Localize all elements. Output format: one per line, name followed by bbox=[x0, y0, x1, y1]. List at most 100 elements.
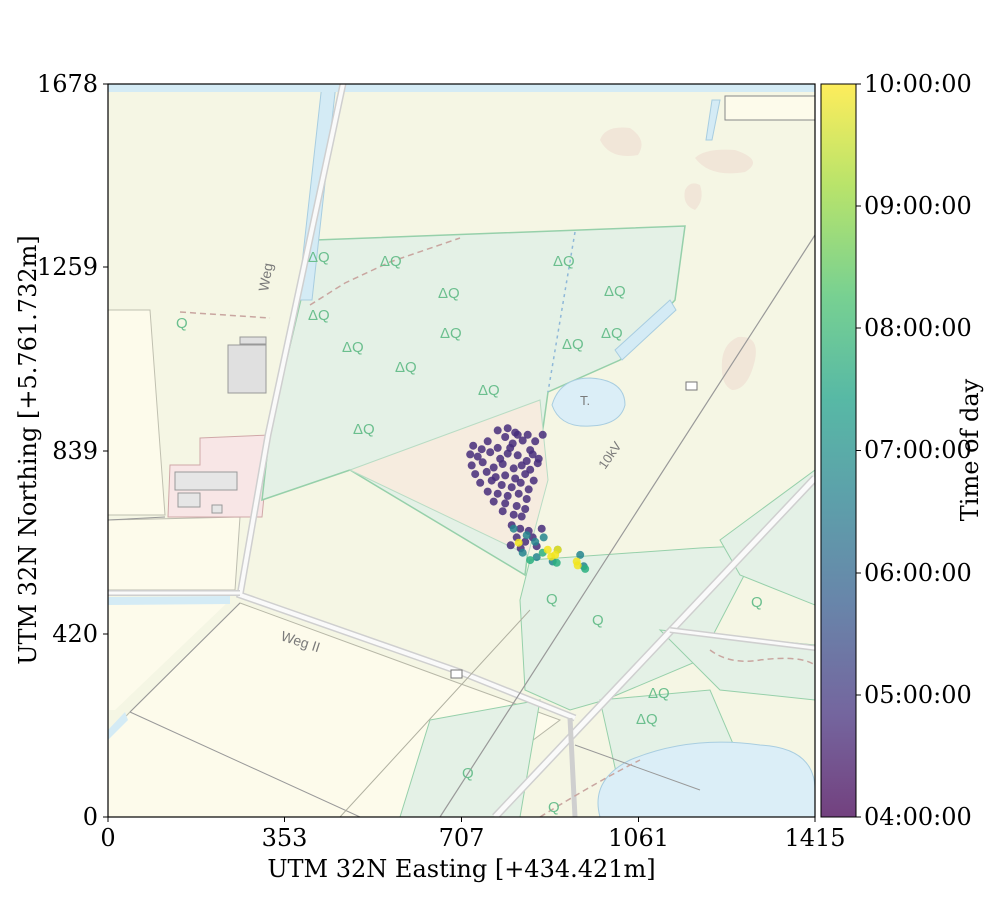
svg-text:ΔQ: ΔQ bbox=[308, 307, 330, 324]
y-tick-label: 0 bbox=[83, 803, 98, 831]
scatter-point bbox=[489, 463, 498, 472]
scatter-point bbox=[521, 470, 530, 479]
svg-text:ΔQ: ΔQ bbox=[648, 685, 670, 702]
scatter-point bbox=[509, 464, 518, 473]
svg-text:ΔQ: ΔQ bbox=[553, 253, 575, 270]
x-tick-label: 1061 bbox=[608, 824, 669, 852]
scatter-point bbox=[506, 541, 515, 550]
scatter-point bbox=[501, 499, 510, 508]
scatter-point bbox=[471, 470, 480, 479]
scatter-point bbox=[509, 524, 518, 533]
scatter-point bbox=[522, 531, 531, 540]
svg-text:ΔQ: ΔQ bbox=[478, 382, 500, 399]
svg-text:ΔQ: ΔQ bbox=[353, 421, 375, 438]
scatter-point bbox=[543, 545, 552, 554]
scatter-point bbox=[478, 458, 487, 467]
svg-text:ΔQ: ΔQ bbox=[440, 325, 462, 342]
scatter-point bbox=[517, 461, 526, 470]
svg-text:Q: Q bbox=[548, 799, 560, 816]
scatter-point bbox=[509, 510, 518, 519]
x-axis: 0 353 707 1061 1415 UTM 32N Easting [+43… bbox=[100, 817, 846, 883]
svg-text:Weg: Weg bbox=[255, 262, 276, 293]
svg-text:Q: Q bbox=[546, 591, 558, 608]
svg-text:ΔQ: ΔQ bbox=[380, 253, 402, 270]
scatter-point bbox=[512, 502, 521, 510]
svg-text:ΔQ: ΔQ bbox=[395, 359, 417, 376]
scatter-point bbox=[501, 433, 510, 441]
scatter-point bbox=[531, 537, 540, 546]
svg-text:Q: Q bbox=[592, 612, 604, 629]
svg-text:T.: T. bbox=[580, 393, 590, 408]
scatter-point bbox=[476, 478, 485, 487]
scatter-point bbox=[513, 430, 522, 439]
y-tick-label: 420 bbox=[52, 620, 98, 648]
colorbar-tick-label: 09:00:00 bbox=[864, 192, 972, 220]
scatter-point bbox=[531, 437, 540, 446]
colorbar-tick-label: 07:00:00 bbox=[864, 436, 972, 464]
scatter-point bbox=[511, 474, 520, 483]
scatter-point bbox=[482, 467, 491, 476]
svg-text:ΔQ: ΔQ bbox=[636, 711, 658, 728]
scatter-point bbox=[522, 495, 531, 503]
scatter-point bbox=[489, 497, 498, 506]
scatter-point bbox=[576, 550, 585, 559]
y-tick-label: 839 bbox=[52, 437, 98, 465]
colorbar-tick-label: 08:00:00 bbox=[864, 314, 972, 342]
scatter-point bbox=[517, 512, 526, 521]
colorbar-tick-label: 05:00:00 bbox=[864, 681, 972, 709]
svg-text:Q: Q bbox=[751, 594, 763, 611]
scatter-point bbox=[537, 524, 546, 533]
x-tick-label: 707 bbox=[439, 824, 485, 852]
scatter-point bbox=[552, 558, 561, 567]
scatter-point bbox=[524, 485, 533, 494]
scatter-point bbox=[518, 548, 527, 557]
scatter-point bbox=[529, 476, 538, 485]
scatter-points bbox=[466, 424, 590, 573]
scatter-point bbox=[526, 556, 535, 565]
colorbar-tick-label: 10:00:00 bbox=[864, 70, 972, 98]
scatter-point bbox=[513, 451, 522, 460]
colorbar-gradient bbox=[820, 83, 857, 818]
scatter-point bbox=[506, 443, 515, 452]
y-axis: 0 420 839 1259 1678 UTM 32N Northing [+5… bbox=[14, 70, 108, 831]
scatter-point bbox=[503, 491, 512, 500]
x-tick-label: 1415 bbox=[784, 824, 845, 852]
scatter-point bbox=[507, 483, 516, 492]
scatter-point bbox=[514, 489, 523, 498]
colorbar-tick-label: 04:00:00 bbox=[864, 803, 972, 831]
scatter-point bbox=[498, 460, 507, 468]
svg-text:ΔQ: ΔQ bbox=[308, 249, 330, 266]
x-tick-label: 353 bbox=[262, 824, 308, 852]
scatter-point bbox=[523, 430, 532, 439]
svg-text:ΔQ: ΔQ bbox=[604, 283, 626, 300]
y-tick-label: 1259 bbox=[37, 253, 98, 281]
svg-text:Q: Q bbox=[176, 315, 188, 332]
scatter-point bbox=[573, 561, 582, 570]
scatter-point bbox=[486, 448, 495, 457]
background-map: Weg Weg II 10kV T. ΔQ ΔQ ΔQ ΔQ ΔQ ΔQ ΔQ … bbox=[108, 84, 815, 817]
scatter-point bbox=[518, 436, 527, 445]
svg-text:ΔQ: ΔQ bbox=[438, 285, 460, 302]
scatter-point bbox=[498, 507, 507, 516]
scatter-point bbox=[483, 437, 492, 446]
scatter-point bbox=[538, 430, 547, 439]
scatter-point bbox=[516, 524, 525, 533]
scatter-point bbox=[521, 505, 530, 513]
scatter-point bbox=[487, 476, 496, 485]
scatter-point bbox=[469, 441, 478, 450]
scatter-point bbox=[493, 426, 502, 435]
svg-text:ΔQ: ΔQ bbox=[562, 336, 584, 353]
colorbar: 04:00:00 05:00:00 06:00:00 07:00:00 08:0… bbox=[820, 70, 984, 831]
svg-text:ΔQ: ΔQ bbox=[342, 339, 364, 356]
scatter-point bbox=[553, 545, 562, 554]
colorbar-tick-label: 06:00:00 bbox=[864, 559, 972, 587]
svg-text:Q: Q bbox=[462, 765, 474, 782]
scatter-point bbox=[473, 452, 482, 461]
colorbar-label: Time of day bbox=[956, 378, 984, 521]
scatter-point bbox=[516, 478, 525, 487]
scatter-point bbox=[483, 487, 492, 496]
y-axis-label: UTM 32N Northing [+5.761.732m] bbox=[14, 235, 42, 665]
scatter-point bbox=[467, 461, 476, 470]
scatter-point bbox=[532, 553, 541, 562]
